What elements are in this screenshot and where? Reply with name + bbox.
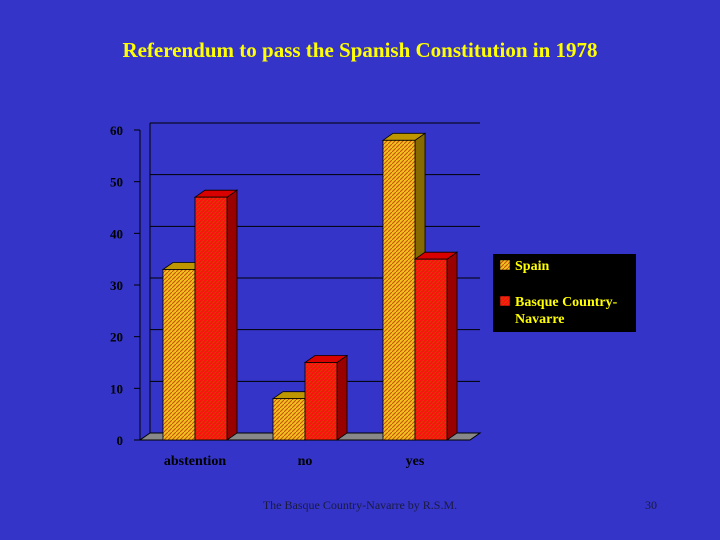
legend-swatch — [499, 295, 511, 307]
bar — [414, 258, 448, 441]
legend-label: Basque Country-Navarre — [515, 295, 618, 327]
legend-label: Spain — [515, 259, 549, 274]
y-tick-label: 20 — [110, 330, 123, 345]
x-tick-label: no — [298, 454, 313, 469]
bar-side — [446, 251, 458, 441]
bar-side — [226, 189, 238, 441]
legend-swatch — [499, 259, 511, 271]
bar — [162, 269, 196, 441]
y-tick-label: 60 — [110, 123, 123, 138]
x-tick-label: yes — [406, 454, 425, 469]
y-tick-label: 10 — [110, 381, 123, 396]
y-tick-label: 40 — [110, 226, 123, 241]
bar — [194, 196, 228, 441]
bar — [304, 362, 338, 441]
y-tick-label: 50 — [110, 175, 123, 190]
footer-credit: The Basque Country-Navarre by R.S.M. — [262, 498, 458, 512]
x-tick-label: abstention — [164, 454, 226, 469]
bar — [382, 139, 416, 441]
bar-side — [336, 354, 348, 441]
slide-number: 30 — [645, 498, 657, 512]
legend-box — [493, 254, 636, 332]
page-title: Referendum to pass the Spanish Constitut… — [122, 38, 598, 62]
y-tick-label: 0 — [117, 433, 124, 448]
bar — [272, 398, 306, 441]
y-tick-label: 30 — [110, 278, 123, 293]
